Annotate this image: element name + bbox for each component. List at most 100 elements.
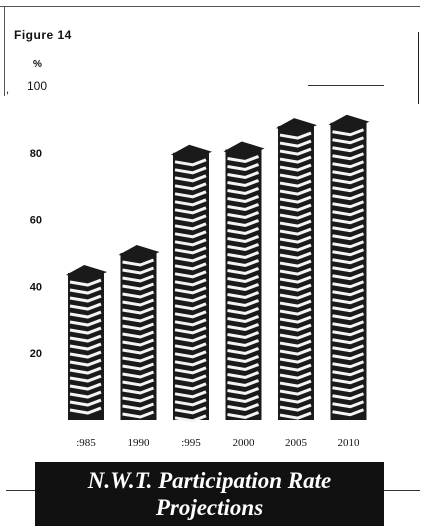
bar-sheet-stroke	[122, 394, 155, 403]
bar-sheet-stroke	[332, 336, 365, 345]
bar-sheet-stroke	[174, 302, 207, 311]
bar-sheet-stroke	[227, 227, 260, 236]
bar-sheet-stroke	[279, 155, 312, 164]
bar	[328, 114, 370, 421]
bar-sheet-stroke	[279, 139, 312, 148]
bar-sheet-stroke	[332, 256, 365, 265]
bar-sheet-stroke	[174, 374, 207, 383]
bar-sheet-stroke	[227, 275, 260, 284]
bar-sheet-stroke	[174, 238, 207, 247]
bar-sheet-stroke	[227, 219, 260, 228]
y-tick-label: 20	[30, 348, 42, 360]
bar-sheet-stroke	[332, 144, 365, 153]
bar-sheet-stroke	[174, 398, 207, 407]
bar-sheet-stroke	[122, 362, 155, 371]
bar-sheet-stroke	[69, 286, 102, 295]
bar-sheet-stroke	[279, 371, 312, 380]
caption-line-1: N.W.T. Participation Rate	[87, 468, 332, 493]
bar-sheet-stroke	[332, 136, 365, 145]
bar-sheet-stroke	[279, 395, 312, 404]
legend-rule	[308, 85, 384, 86]
bar-sheet-stroke	[279, 363, 312, 372]
bar-sheet-stroke	[174, 166, 207, 175]
bar-sheet-stroke	[122, 306, 155, 315]
bar-sheet-stroke	[227, 299, 260, 308]
bar-sheet-stroke	[122, 330, 155, 339]
bar-sheet-stroke	[174, 198, 207, 207]
bar-sheet-stroke	[227, 411, 260, 420]
bar-cap	[223, 141, 265, 157]
bar-sheet-stroke	[227, 259, 260, 268]
bar-sheet-stroke	[69, 326, 102, 335]
bar-sheet-stroke	[279, 243, 312, 252]
bar-sheet-stroke	[174, 382, 207, 391]
bar-sheet-stroke	[174, 206, 207, 215]
bar-sheet-stroke	[332, 384, 365, 393]
bar-sheet-stroke	[332, 168, 365, 177]
bar-sheet-stroke	[174, 158, 207, 167]
bar-sheet-stroke	[332, 312, 365, 321]
bar-sheet-stroke	[227, 371, 260, 380]
bar-sheet-stroke	[332, 264, 365, 273]
bar-cap	[118, 245, 160, 260]
y-tick-label: 40	[30, 281, 42, 293]
x-tick-label: :985	[76, 437, 96, 449]
bar-sheet-stroke	[227, 251, 260, 260]
bar-sheet-stroke	[279, 171, 312, 180]
bar-sheet-stroke	[69, 310, 102, 319]
bar-sheet-stroke	[227, 203, 260, 212]
bar-sheet-stroke	[332, 400, 365, 409]
bar-sheet-stroke	[227, 195, 260, 204]
bar-sheet-stroke	[122, 338, 155, 347]
bar-sheet-stroke	[122, 402, 155, 411]
bar-sheet-stroke	[332, 296, 365, 305]
bar-sheet-stroke	[332, 280, 365, 289]
bar-sheet-stroke	[227, 363, 260, 372]
bar-sheet-stroke	[332, 192, 365, 201]
bar-sheet-stroke	[279, 259, 312, 268]
bar-sheet-stroke	[174, 278, 207, 287]
bar-sheet-stroke	[332, 248, 365, 257]
bar-sheet-stroke	[332, 368, 365, 377]
bar-sheet-stroke	[174, 310, 207, 319]
bar-sheet-stroke	[279, 235, 312, 244]
bar-sheet-stroke	[174, 262, 207, 271]
bar-sheet-stroke	[279, 251, 312, 260]
bar-sheet-stroke	[332, 128, 365, 137]
bar-sheet-stroke	[332, 376, 365, 385]
bar-sheet-stroke	[174, 318, 207, 327]
bar-sheet-stroke	[69, 358, 102, 367]
bar-sheet-stroke	[279, 339, 312, 348]
bar-sheet-stroke	[227, 339, 260, 348]
bar-sheet-stroke	[69, 374, 102, 383]
caption-line-2: Projections	[155, 495, 264, 520]
bar-sheet-stroke	[279, 195, 312, 204]
bar-sheet-stroke	[279, 283, 312, 292]
bar-sheet-stroke	[279, 315, 312, 324]
left-edge-rule	[4, 6, 5, 96]
bar-sheet-stroke	[227, 155, 260, 164]
bar-sheet-stroke	[174, 174, 207, 183]
bar-sheet-stroke	[174, 326, 207, 335]
bar-sheet-stroke	[279, 387, 312, 396]
bar-sheet-stroke	[332, 160, 365, 169]
bar-sheet-stroke	[227, 243, 260, 252]
bar-sheet-stroke	[332, 320, 365, 329]
bar-sheet-stroke	[279, 211, 312, 220]
bar-sheet-stroke	[69, 382, 102, 391]
bar-sheet-stroke	[332, 152, 365, 161]
bar-sheet-stroke	[332, 216, 365, 225]
bar-sheet-stroke	[227, 171, 260, 180]
bar-sheet-stroke	[332, 360, 365, 369]
bar-sheet-stroke	[227, 355, 260, 364]
bar-sheet-stroke	[279, 267, 312, 276]
bar-sheet-stroke	[227, 315, 260, 324]
bar-sheet-stroke	[174, 414, 207, 423]
bar-sheet-stroke	[227, 379, 260, 388]
bar-sheet-stroke	[69, 342, 102, 351]
bar-sheet-stroke	[122, 386, 155, 395]
bar-sheet-stroke	[279, 275, 312, 284]
bar-sheet-stroke	[122, 370, 155, 379]
bar-sheet-stroke	[227, 307, 260, 316]
